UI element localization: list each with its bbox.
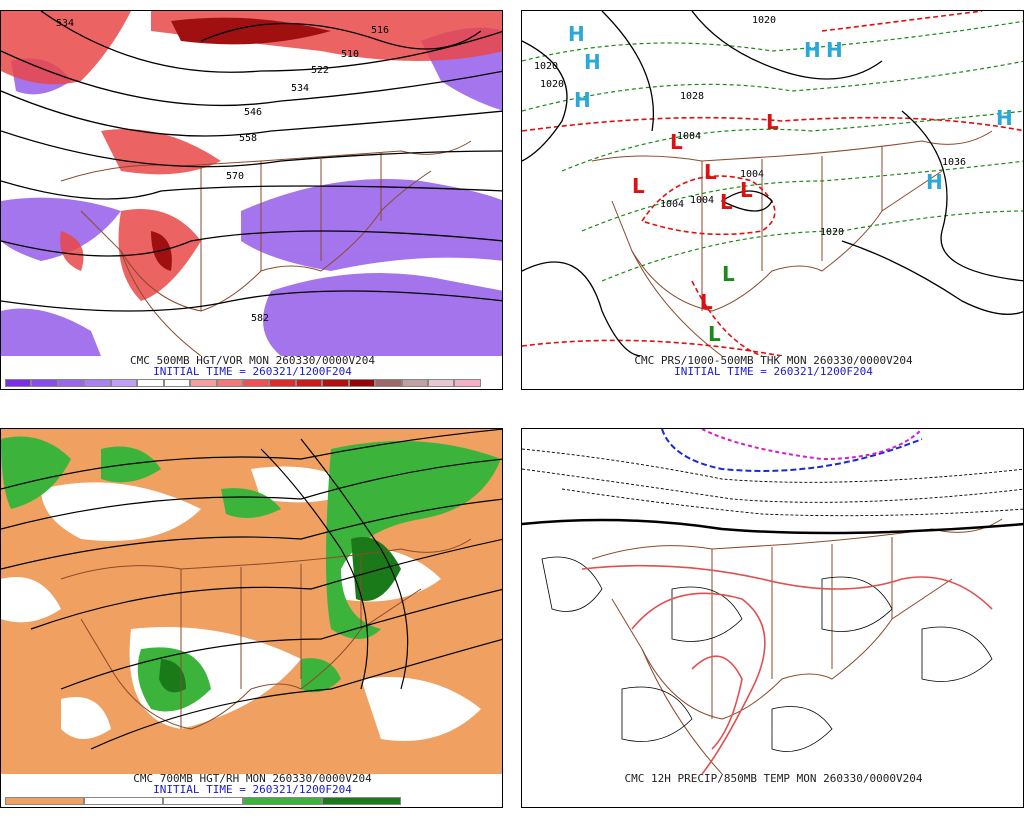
colorbar-segment (5, 379, 32, 387)
colorbar-segment (242, 797, 322, 805)
rh-map (1, 429, 502, 774)
panel-pressure-thickness: 1020 1020 1028 1004 1004 1004 1004 1036 … (521, 10, 1024, 390)
isobars (522, 11, 1023, 356)
panel-title: CMC 500MB HGT/VOR MON 260330/0000V204 (129, 354, 376, 367)
colorbar-segment (84, 379, 111, 387)
initial-time: INITIAL TIME = 260321/1200F204 (153, 365, 352, 378)
colorbar-segment (401, 379, 428, 387)
panel-title: CMC PRS/1000-500MB THK MON 260330/0000V2… (634, 354, 913, 367)
vorticity-colorbar (5, 379, 481, 387)
colorbar-segment (110, 379, 138, 387)
warm-temp-contours (581, 564, 993, 774)
freezing-line (522, 518, 1023, 535)
colorbar-segment (295, 379, 323, 387)
colorbar-segment (163, 797, 243, 805)
colorbar-segment (216, 379, 243, 387)
height-contours (1, 11, 502, 312)
colorbar-segment (348, 379, 376, 387)
colorbar-segment (375, 379, 402, 387)
colorbar-segment (57, 379, 85, 387)
colorbar-segment (428, 379, 455, 387)
colorbar-segment (321, 797, 401, 805)
initial-time: INITIAL TIME = 260321/1200F204 (674, 365, 873, 378)
map-boundaries (60, 538, 472, 730)
map-boundaries (591, 518, 1003, 774)
thickness-lines-green (522, 20, 1023, 282)
colorbar-segment (31, 379, 58, 387)
colorbar-segment (137, 379, 164, 387)
colorbar-segment (322, 379, 349, 387)
cold-temp-contours (522, 448, 1023, 517)
colorbar-segment (5, 797, 85, 805)
panel-700mb-rh: CMC 700MB HGT/RH MON 260330/0000V204 INI… (0, 428, 503, 808)
panel-title: CMC 12H PRECIP/850MB TEMP MON 260330/000… (624, 772, 923, 785)
freezing-isotherm (701, 429, 923, 461)
precip-contours (541, 556, 993, 752)
precip-map (522, 429, 1023, 774)
thickness-lines-red (522, 11, 1023, 356)
map-boundaries (60, 140, 472, 356)
map-boundaries (591, 130, 993, 356)
colorbar-segment (163, 379, 191, 387)
vorticity-map (1, 11, 502, 356)
colorbar-segment (242, 379, 270, 387)
thickness-map (522, 11, 1023, 356)
colorbar-segment (190, 379, 217, 387)
rh-colorbar (5, 797, 401, 805)
zero-deg-isotherm (661, 429, 923, 472)
initial-time: INITIAL TIME = 260321/1200F204 (153, 783, 352, 796)
panel-precip-850mb-temp: CMC 12H PRECIP/850MB TEMP MON 260330/000… (521, 428, 1024, 808)
colorbar-segment (84, 797, 164, 805)
panel-title: CMC 700MB HGT/RH MON 260330/0000V204 (133, 772, 372, 785)
saturated-areas (159, 537, 401, 693)
colorbar-segment (454, 379, 481, 387)
panel-500mb-vorticity: 534 510 522 516 534 546 558 570 582 CMC … (0, 10, 503, 390)
height-contours (1, 429, 502, 750)
colorbar-segment (269, 379, 296, 387)
